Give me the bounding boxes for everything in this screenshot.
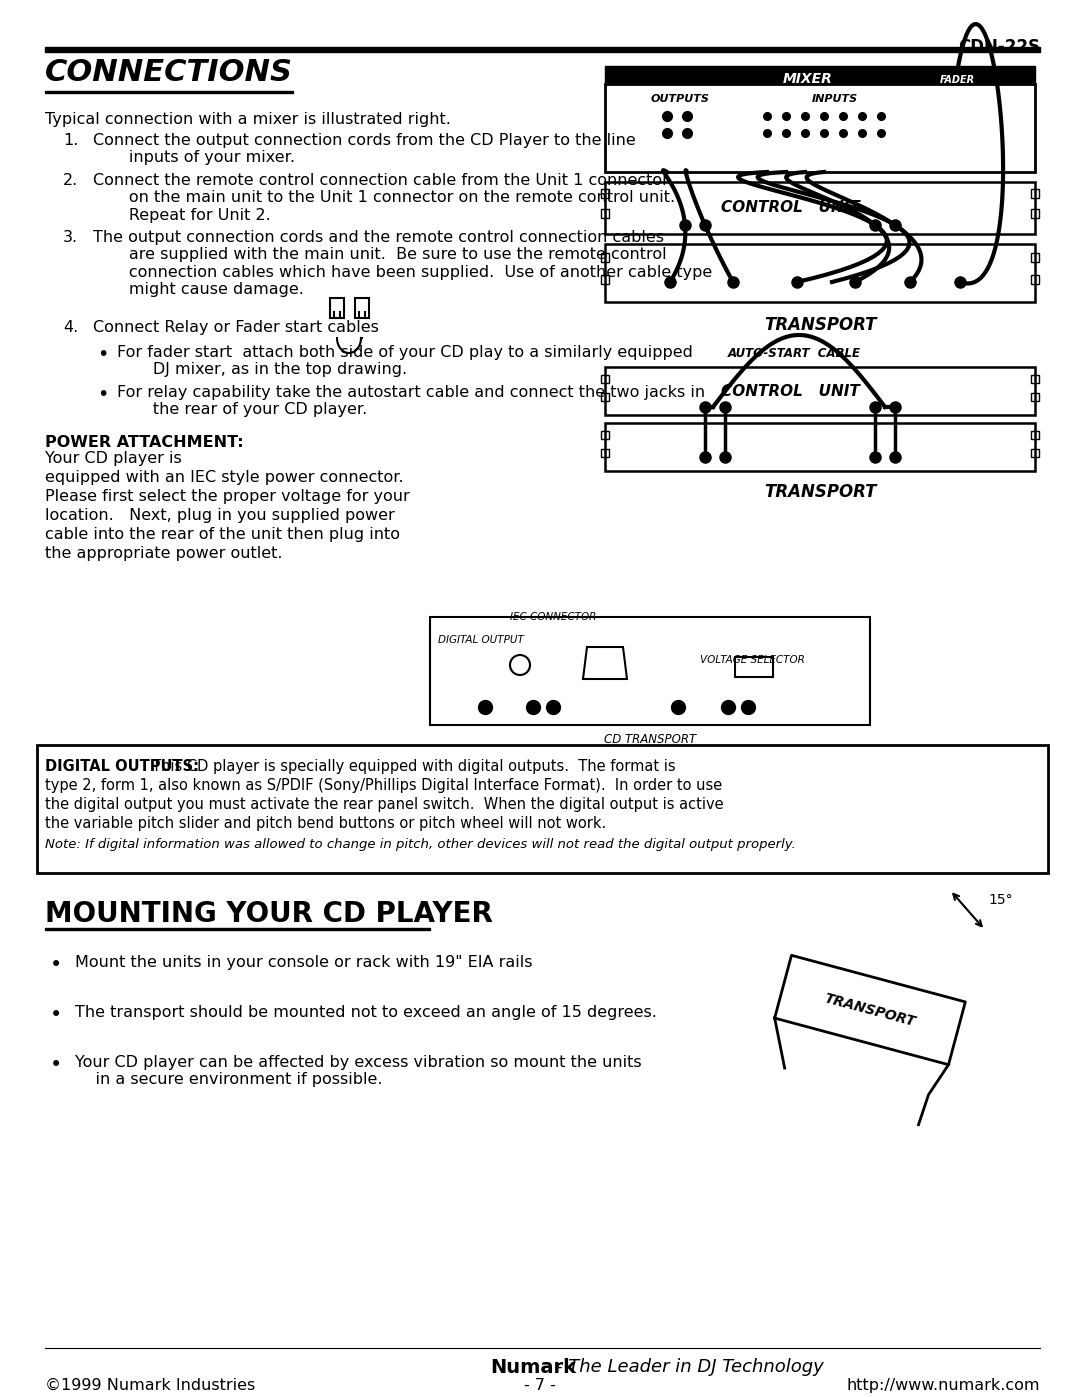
Bar [1031,210,1039,218]
Text: Typical connection with a mixer is illustrated right.: Typical connection with a mixer is illus… [45,112,450,127]
Text: Connect Relay or Fader start cables: Connect Relay or Fader start cables [93,320,379,335]
Text: The transport should be mounted not to exceed an angle of 15 degrees.: The transport should be mounted not to e… [75,1004,657,1020]
Text: •: • [50,1004,63,1025]
Bar [600,253,609,263]
Text: Note: If digital information was allowed to change in pitch, other devices will : Note: If digital information was allowed… [45,838,796,851]
Text: type 2, form 1, also known as S/PDIF (Sony/Phillips Digital Interface Format).  : type 2, form 1, also known as S/PDIF (So… [45,778,723,793]
Text: Please first select the proper voltage for your: Please first select the proper voltage f… [45,489,409,504]
Text: Connect the remote control connection cable from the Unit 1 connector
       on : Connect the remote control connection ca… [93,173,675,222]
Bar [1031,448,1039,457]
Text: location.   Next, plug in you supplied power: location. Next, plug in you supplied pow… [45,509,395,522]
Bar [600,393,609,401]
Bar [605,423,1035,471]
Text: IEC CONNECTOR: IEC CONNECTOR [510,612,596,622]
Text: the digital output you must activate the rear panel switch.  When the digital ou: the digital output you must activate the… [45,798,724,812]
Bar [600,374,609,383]
Text: •: • [97,345,108,365]
Text: 2.: 2. [63,173,78,189]
Text: 4.: 4. [63,320,78,335]
Bar [600,210,609,218]
Text: Your CD player is: Your CD player is [45,451,181,467]
Text: CONNECTIONS: CONNECTIONS [45,59,293,87]
Text: DIGITAL OUTPUTS:: DIGITAL OUTPUTS: [45,759,199,774]
Text: INPUTS: INPUTS [812,94,859,103]
Text: Numark: Numark [490,1358,576,1377]
Bar [605,367,1035,415]
Text: ©1999 Numark Industries: ©1999 Numark Industries [45,1377,255,1393]
Bar [605,84,1035,172]
Bar [600,275,609,284]
Text: 3.: 3. [63,231,78,244]
Bar [605,66,1035,84]
Bar [600,448,609,457]
Text: The output connection cords and the remote control connection cables
       are : The output connection cords and the remo… [93,231,712,298]
Text: Mount the units in your console or rack with 19" EIA rails: Mount the units in your console or rack … [75,956,532,970]
Text: DIGITAL OUTPUT: DIGITAL OUTPUT [438,636,524,645]
Text: AUTO-START  CABLE: AUTO-START CABLE [728,346,861,360]
Text: equipped with an IEC style power connector.: equipped with an IEC style power connect… [45,469,404,485]
Bar [330,298,345,319]
Text: •: • [50,956,63,975]
Text: •: • [97,386,108,404]
Text: This CD player is specially equipped with digital outputs.  The format is: This CD player is specially equipped wit… [152,759,676,774]
Text: MIXER: MIXER [782,73,832,87]
Text: http://www.numark.com: http://www.numark.com [847,1377,1040,1393]
Text: CDN-22S: CDN-22S [958,38,1040,56]
Text: For relay capability take the autostart cable and connect the two jacks in
     : For relay capability take the autostart … [117,386,705,418]
Bar [735,657,773,678]
Text: VOLTAGE SELECTOR: VOLTAGE SELECTOR [700,655,805,665]
Text: 1.: 1. [63,133,79,148]
Text: MOUNTING YOUR CD PLAYER: MOUNTING YOUR CD PLAYER [45,900,492,928]
Text: the variable pitch slider and pitch bend buttons or pitch wheel will not work.: the variable pitch slider and pitch bend… [45,816,606,831]
Text: cable into the rear of the unit then plug into: cable into the rear of the unit then plu… [45,527,400,542]
Text: 15°: 15° [988,893,1013,907]
Text: •: • [50,1055,63,1076]
Text: CD TRANSPORT: CD TRANSPORT [604,733,697,746]
Text: TRANSPORT: TRANSPORT [764,483,876,502]
Text: POWER ATTACHMENT:: POWER ATTACHMENT: [45,434,244,450]
Bar [600,189,609,198]
Bar [45,91,293,94]
Bar [430,617,870,725]
Bar [600,432,609,439]
Bar [45,928,430,930]
Text: OUTPUTS: OUTPUTS [650,94,710,103]
Bar [1031,253,1039,263]
Bar [1031,393,1039,401]
Text: TRANSPORT: TRANSPORT [764,316,876,334]
Text: For fader start  attach both side of your CD play to a similarly equipped
      : For fader start attach both side of your… [117,345,693,377]
Bar [45,47,1040,52]
Bar [1031,275,1039,284]
Text: FADER
START: FADER START [940,75,975,96]
Bar [37,745,1048,873]
Text: - The Leader in DJ Technology: - The Leader in DJ Technology [556,1358,824,1376]
Text: - 7 -: - 7 - [524,1377,556,1393]
Bar [1031,374,1039,383]
Text: Connect the output connection cords from the CD Player to the line
       inputs: Connect the output connection cords from… [93,133,636,165]
Bar [605,182,1035,235]
Text: the appropriate power outlet.: the appropriate power outlet. [45,546,283,562]
Bar [605,244,1035,302]
Text: TRANSPORT: TRANSPORT [823,990,917,1030]
Bar [355,298,369,319]
Text: CONTROL   UNIT: CONTROL UNIT [720,201,860,215]
Text: CONTROL   UNIT: CONTROL UNIT [720,384,860,398]
Bar [1031,189,1039,198]
Bar [1031,432,1039,439]
Text: Your CD player can be affected by excess vibration so mount the units
    in a s: Your CD player can be affected by excess… [75,1055,642,1087]
